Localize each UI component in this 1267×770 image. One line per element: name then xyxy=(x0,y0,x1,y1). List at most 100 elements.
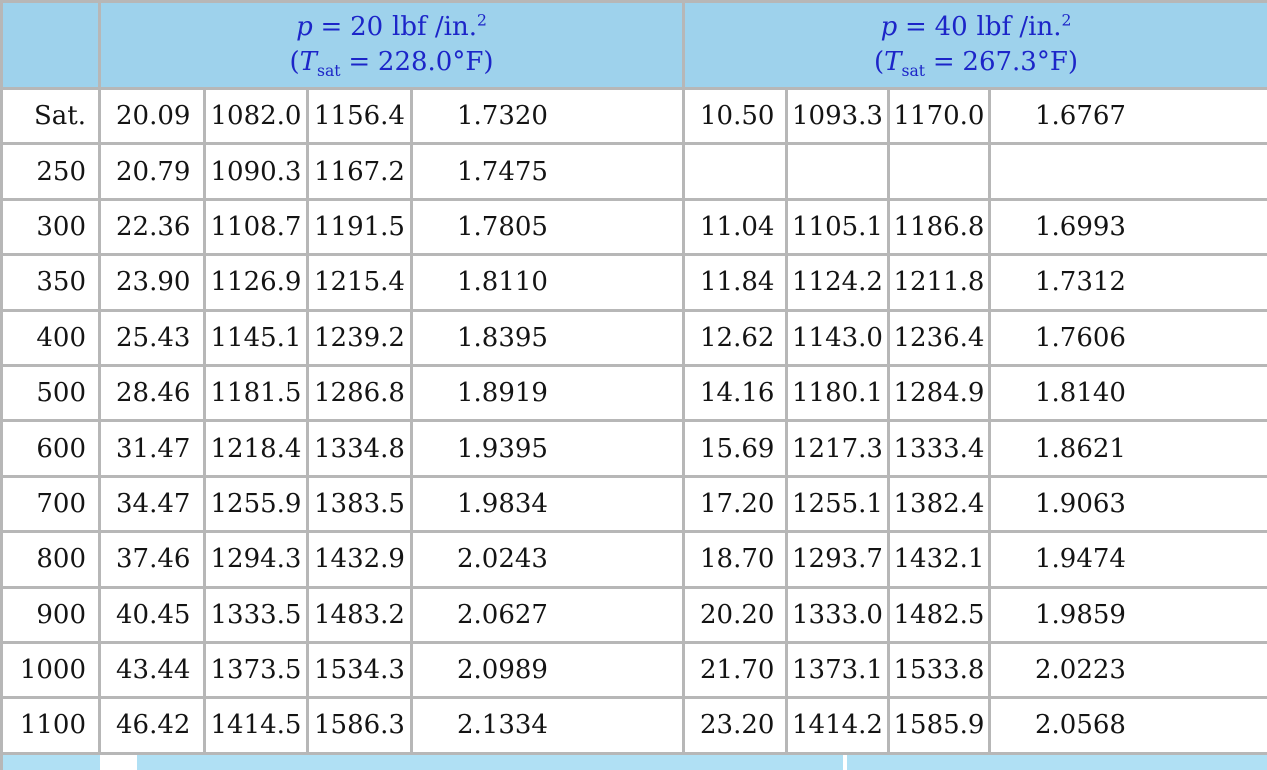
enthalpy-cell-p20: 1191.5 xyxy=(309,200,410,254)
next-table-header-strip xyxy=(3,754,1267,770)
internal-energy-cell-p40: 1093.3 xyxy=(788,90,887,143)
enthalpy-cell-p40: 1533.8 xyxy=(890,643,988,697)
equals-sign: = xyxy=(348,47,371,77)
saturation-temperature-equation: (Tsat = 228.0°F) xyxy=(289,45,493,80)
internal-energy-cell-p20: 1294.3 xyxy=(206,533,306,586)
enthalpy-cell-p40 xyxy=(890,145,988,198)
temperature-cell: 1100 xyxy=(3,699,98,752)
entropy-cell-p40: 1.6993 xyxy=(991,200,1267,254)
table-row: 500 28.46 1181.5 1286.8 1.8919 14.16 118… xyxy=(3,366,1267,420)
entropy-cell-p40: 1.6767 xyxy=(991,90,1267,143)
entropy-cell-p20: 1.8110 xyxy=(413,256,682,309)
specific-volume-cell-p40: 23.20 xyxy=(685,699,785,752)
enthalpy-cell-p20: 1534.3 xyxy=(309,643,410,697)
entropy-cell-p20: 2.1334 xyxy=(413,699,682,752)
temperature-cell: 700 xyxy=(3,477,98,531)
internal-energy-cell-p40: 1293.7 xyxy=(788,533,887,586)
internal-energy-cell-p20: 1333.5 xyxy=(206,588,306,641)
enthalpy-cell-p20: 1432.9 xyxy=(309,533,410,586)
table-row: 800 37.46 1294.3 1432.9 2.0243 18.70 129… xyxy=(3,533,1267,586)
entropy-cell-p20: 2.0627 xyxy=(413,588,682,641)
entropy-cell-p40: 1.9474 xyxy=(991,533,1267,586)
pressure-unit-exponent: 2 xyxy=(476,11,487,30)
internal-energy-cell-p20: 1255.9 xyxy=(206,477,306,531)
enthalpy-cell-p40: 1186.8 xyxy=(890,200,988,254)
tsat-unit: °F xyxy=(1036,47,1068,77)
internal-energy-cell-p20: 1181.5 xyxy=(206,366,306,420)
enthalpy-cell-p40: 1482.5 xyxy=(890,588,988,641)
strip-gap xyxy=(843,754,847,770)
strip-gap xyxy=(100,754,137,770)
entropy-cell-p40: 1.7606 xyxy=(991,311,1267,364)
table-row: 600 31.47 1218.4 1334.8 1.9395 15.69 121… xyxy=(3,422,1267,475)
temperature-cell: 250 xyxy=(3,145,98,198)
specific-volume-cell-p40: 10.50 xyxy=(685,90,785,143)
pressure-section-header-p40: p = 40 lbf /in.2 (Tsat = 267.3°F) xyxy=(685,3,1267,87)
internal-energy-cell-p20: 1090.3 xyxy=(206,145,306,198)
pressure-value: 20 xyxy=(350,12,384,42)
enthalpy-cell-p40: 1211.8 xyxy=(890,256,988,309)
specific-volume-cell-p20: 28.46 xyxy=(101,366,203,420)
table-row: 1100 46.42 1414.5 1586.3 2.1334 23.20 14… xyxy=(3,699,1267,752)
entropy-cell-p20: 1.7320 xyxy=(413,90,682,143)
entropy-cell-p40: 1.9063 xyxy=(991,477,1267,531)
pressure-symbol: p xyxy=(880,12,898,42)
table-row: 400 25.43 1145.1 1239.2 1.8395 12.62 114… xyxy=(3,311,1267,364)
temperature-cell: 500 xyxy=(3,366,98,420)
internal-energy-cell-p20: 1373.5 xyxy=(206,643,306,697)
internal-energy-cell-p40: 1105.1 xyxy=(788,200,887,254)
strip-segment xyxy=(3,754,100,770)
specific-volume-cell-p40: 14.16 xyxy=(685,366,785,420)
equals-sign: = xyxy=(320,12,343,42)
table-row: 300 22.36 1108.7 1191.5 1.7805 11.04 110… xyxy=(3,200,1267,254)
enthalpy-cell-p20: 1239.2 xyxy=(309,311,410,364)
temperature-cell: Sat. xyxy=(3,90,98,143)
equals-sign: = xyxy=(905,12,927,42)
internal-energy-cell-p40: 1217.3 xyxy=(788,422,887,475)
paren-close: ) xyxy=(1067,47,1079,77)
internal-energy-cell-p40: 1180.1 xyxy=(788,366,887,420)
temperature-cell: 900 xyxy=(3,588,98,641)
internal-energy-cell-p40: 1255.1 xyxy=(788,477,887,531)
entropy-cell-p20: 2.0989 xyxy=(413,643,682,697)
specific-volume-cell-p40: 21.70 xyxy=(685,643,785,697)
entropy-cell-p40: 1.8621 xyxy=(991,422,1267,475)
tsat-subscript: sat xyxy=(901,62,926,81)
paren-open: ( xyxy=(289,47,300,77)
strip-segment xyxy=(137,754,843,770)
internal-energy-cell-p40: 1124.2 xyxy=(788,256,887,309)
paren-open: ( xyxy=(873,47,885,77)
enthalpy-cell-p40: 1333.4 xyxy=(890,422,988,475)
tsat-symbol: T xyxy=(884,47,902,77)
entropy-cell-p40: 1.7312 xyxy=(991,256,1267,309)
specific-volume-cell-p20: 22.36 xyxy=(101,200,203,254)
saturation-temperature-equation: (Tsat = 267.3°F) xyxy=(874,45,1078,80)
entropy-cell-p40: 2.0568 xyxy=(991,699,1267,752)
specific-volume-cell-p20: 31.47 xyxy=(101,422,203,475)
specific-volume-cell-p40: 15.69 xyxy=(685,422,785,475)
entropy-cell-p20: 1.8395 xyxy=(413,311,682,364)
paren-close: ) xyxy=(483,47,494,77)
table-row: 700 34.47 1255.9 1383.5 1.9834 17.20 125… xyxy=(3,477,1267,531)
enthalpy-cell-p40: 1382.4 xyxy=(890,477,988,531)
specific-volume-cell-p40: 12.62 xyxy=(685,311,785,364)
temperature-cell: 600 xyxy=(3,422,98,475)
pressure-unit-exponent: 2 xyxy=(1061,11,1072,30)
specific-volume-cell-p40: 18.70 xyxy=(685,533,785,586)
enthalpy-cell-p20: 1334.8 xyxy=(309,422,410,475)
entropy-cell-p40: 1.9859 xyxy=(991,588,1267,641)
tsat-subscript: sat xyxy=(316,62,341,81)
pressure-equation: p = 20 lbf /in.2 xyxy=(296,10,487,45)
entropy-cell-p20: 1.8919 xyxy=(413,366,682,420)
table-row: Sat. 20.09 1082.0 1156.4 1.7320 10.50 10… xyxy=(3,90,1267,143)
internal-energy-cell-p40: 1373.1 xyxy=(788,643,887,697)
strip-segment xyxy=(847,754,1267,770)
entropy-cell-p40 xyxy=(991,145,1267,198)
temperature-cell: 400 xyxy=(3,311,98,364)
enthalpy-cell-p40: 1170.0 xyxy=(890,90,988,143)
specific-volume-cell-p20: 25.43 xyxy=(101,311,203,364)
entropy-cell-p40: 2.0223 xyxy=(991,643,1267,697)
table-row: 900 40.45 1333.5 1483.2 2.0627 20.20 133… xyxy=(3,588,1267,641)
tsat-symbol: T xyxy=(299,47,317,77)
